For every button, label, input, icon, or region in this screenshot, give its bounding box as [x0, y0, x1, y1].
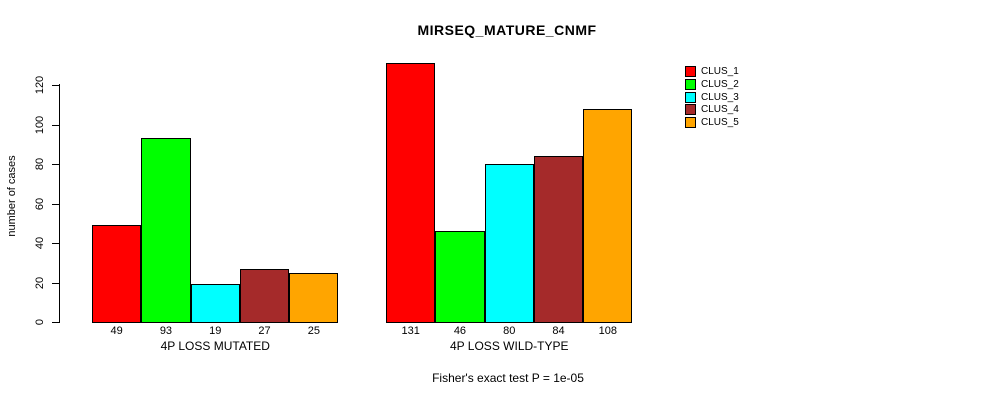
x-axis-group-label: 4P LOSS WILD-TYPE: [450, 339, 569, 353]
y-axis-tick: [52, 322, 59, 323]
legend-label: CLUS_5: [701, 117, 739, 128]
bar-clus_5-group1: [289, 272, 339, 323]
y-axis-tick: [52, 164, 59, 165]
legend-swatch-icon: [685, 117, 696, 128]
bar-clus_4-group1: [239, 268, 290, 323]
y-axis-tick: [52, 243, 59, 244]
y-axis-tick-label: 60: [34, 197, 46, 210]
bar-value-label: 80: [503, 325, 516, 337]
y-axis-tick-label: 80: [34, 157, 46, 171]
legend-swatch-icon: [685, 92, 696, 103]
y-axis-tick: [52, 282, 59, 284]
y-axis-tick-label: 100: [34, 115, 46, 134]
bar-value-label: 131: [401, 325, 420, 337]
bar-clus_2-group1: [141, 138, 191, 323]
bar-clus_4-group2: [533, 156, 584, 323]
bar-value-label: 93: [159, 325, 173, 337]
legend-swatch-icon: [685, 104, 696, 115]
bar-clus_2-group2: [435, 231, 485, 323]
bar-clus_3-group2: [484, 164, 534, 323]
legend-label: CLUS_4: [701, 104, 739, 115]
fisher-test-note: Fisher's exact test P = 1e-05: [432, 371, 584, 385]
bar-clus_3-group1: [190, 284, 240, 323]
y-axis-title: number of cases: [6, 155, 18, 237]
y-axis-tick-label: 20: [34, 276, 46, 289]
chart-title: MIRSEQ_MATURE_CNMF: [417, 22, 597, 38]
y-axis-tick: [52, 203, 59, 205]
bar-value-label: 46: [453, 325, 467, 337]
bar-clus_1-group1: [92, 225, 142, 323]
x-axis-group-label: 4P LOSS MUTATED: [160, 339, 270, 353]
bar-value-label: 84: [552, 325, 565, 337]
bar-clus_5-group2: [583, 108, 633, 323]
bar-value-label: 27: [258, 325, 271, 337]
bar-value-label: 19: [209, 325, 222, 337]
legend-swatch-icon: [685, 66, 696, 77]
bar-value-label: 49: [110, 325, 123, 337]
y-axis-line: [59, 84, 60, 323]
legend-label: CLUS_2: [701, 79, 739, 90]
bar-clus_1-group2: [386, 63, 436, 323]
y-axis-tick-label: 120: [34, 75, 46, 95]
bar-value-label: 25: [307, 325, 320, 337]
y-axis-tick: [52, 85, 59, 86]
legend-label: CLUS_3: [701, 92, 739, 103]
bar-value-label: 108: [598, 325, 618, 337]
legend-label: CLUS_1: [701, 66, 739, 77]
y-axis-tick-label: 0: [34, 318, 46, 326]
legend-swatch-icon: [685, 79, 696, 90]
y-axis-tick-label: 40: [34, 236, 46, 250]
y-axis-tick: [52, 124, 59, 126]
